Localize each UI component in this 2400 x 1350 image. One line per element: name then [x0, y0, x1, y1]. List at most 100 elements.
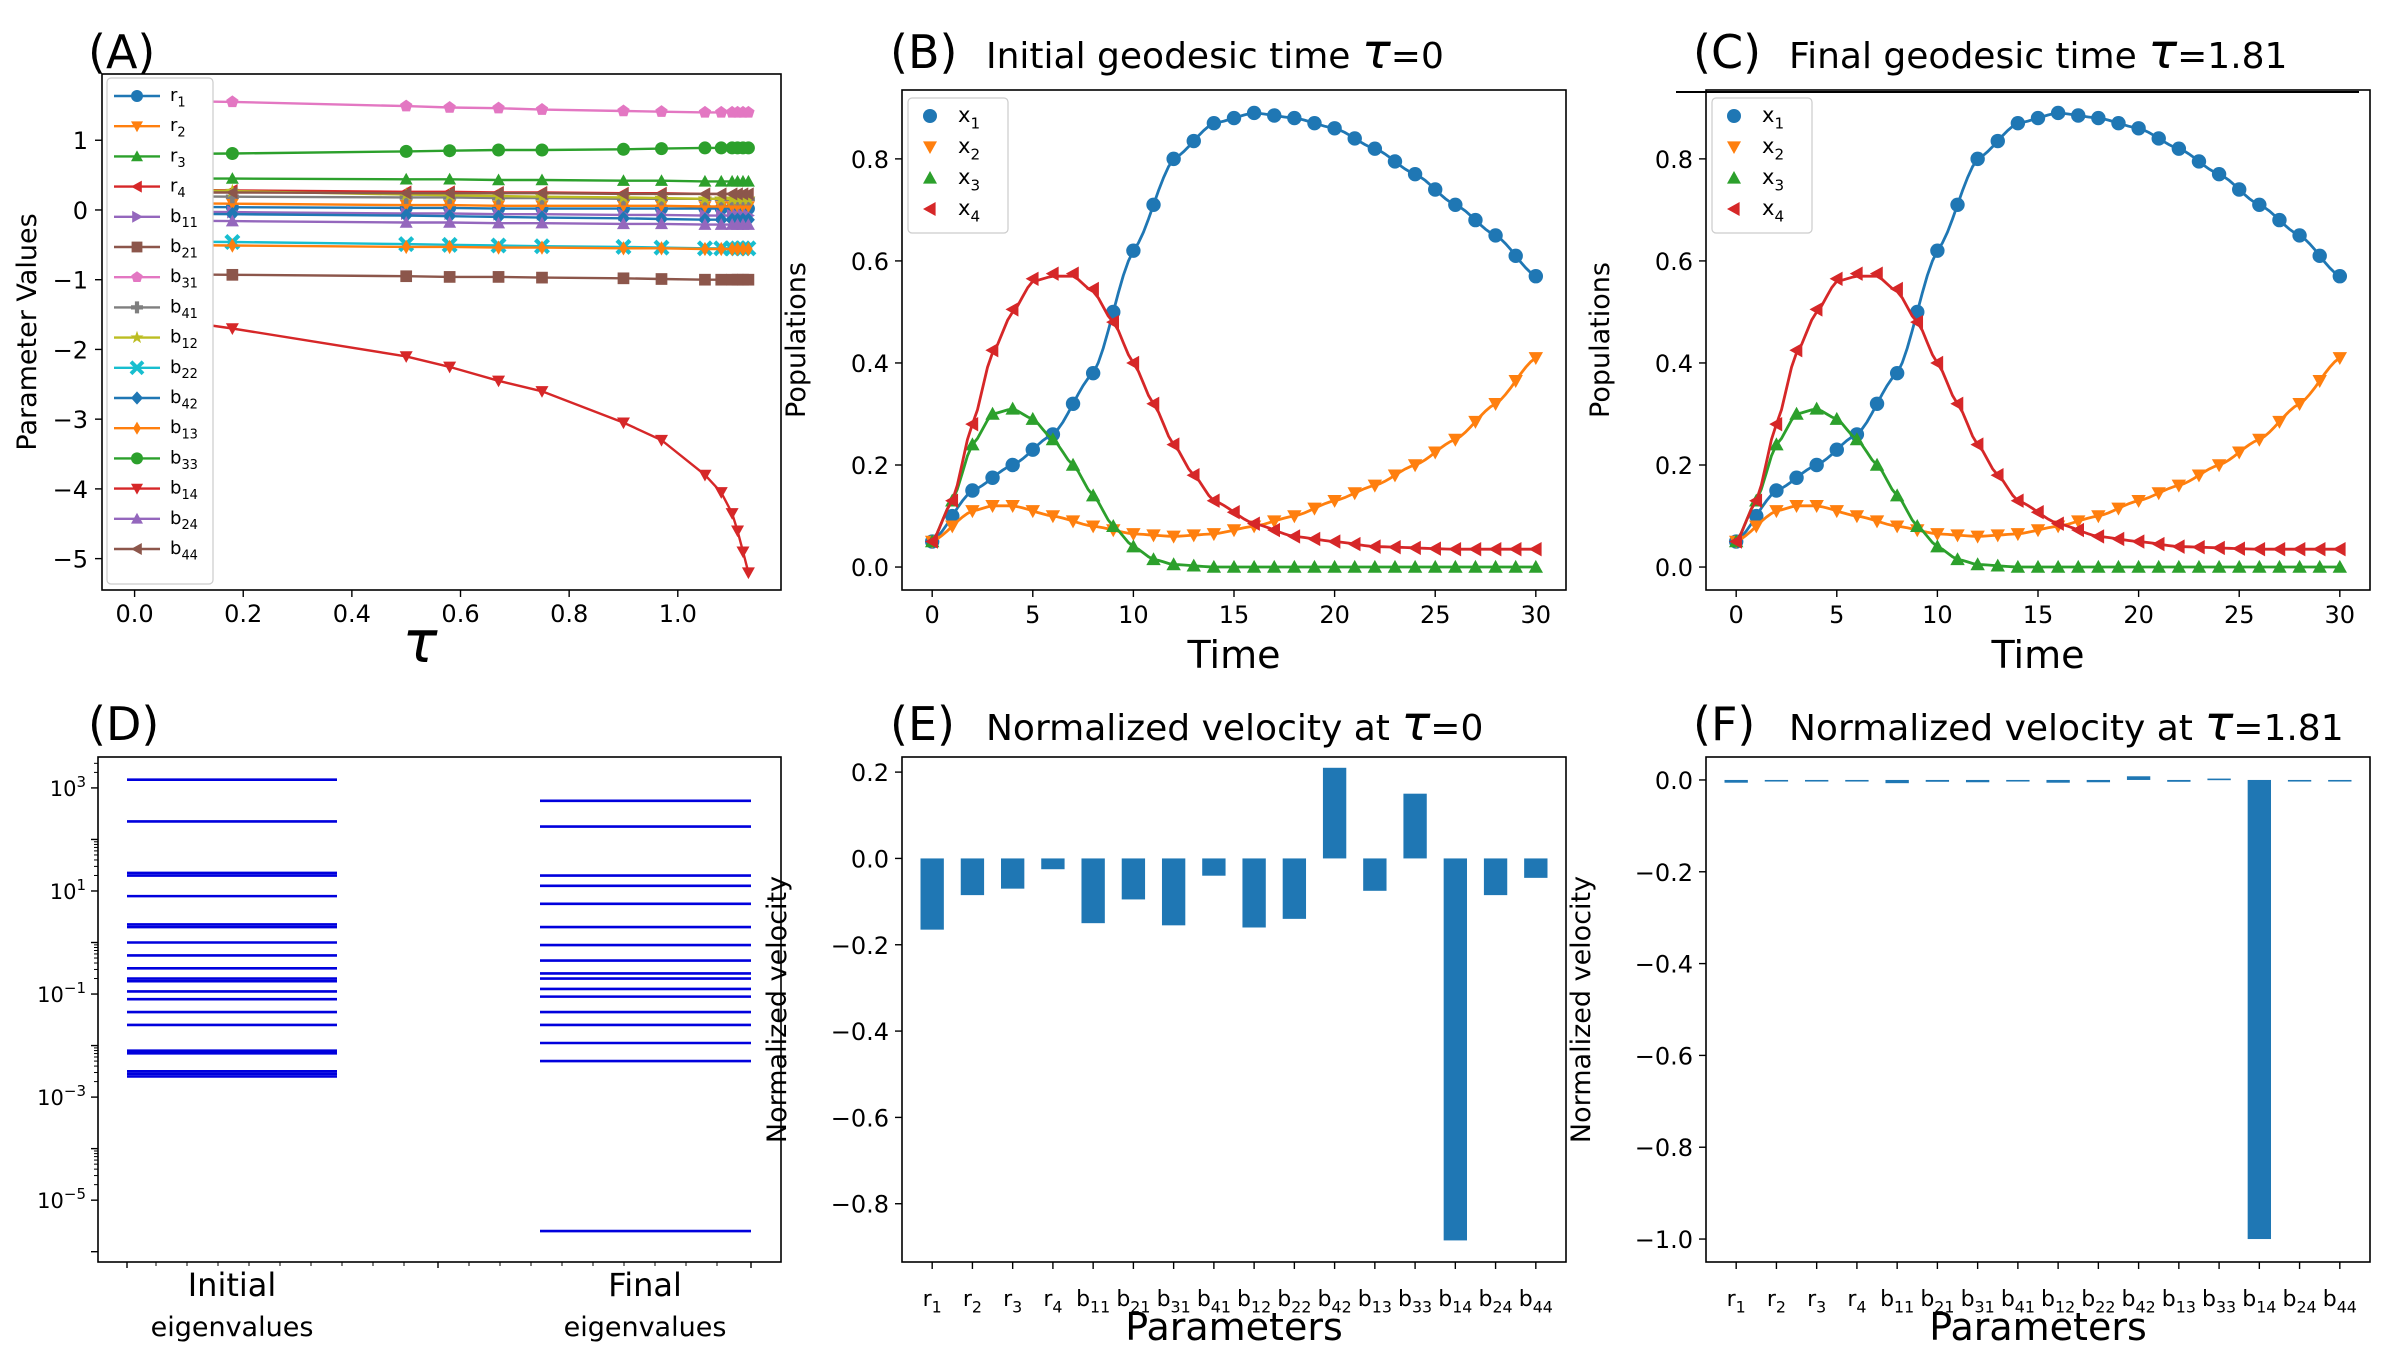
panel-c-point-x2 — [2030, 524, 2046, 538]
panel-a-legend-label-base: b — [170, 236, 181, 257]
panel-a-point-b24 — [616, 217, 630, 230]
panel-a-point-b14 — [731, 525, 745, 538]
panel-a-point-b33 — [535, 143, 549, 157]
panel-b-legend-label-sub: 1 — [970, 114, 980, 132]
panel-b: (B) Initial geodesic time τ=00 5 10 15 20 25 30… — [781, 24, 1567, 677]
panel-a-xtick-label: 0.4 — [333, 600, 371, 628]
panel-f-xtick-label: b13 — [2162, 1287, 2196, 1317]
panel-e-bar-b21 — [1121, 858, 1146, 900]
panel-b-point-x3 — [1488, 559, 1503, 573]
panel-c-ytick-label: 0.4 — [1655, 350, 1693, 378]
panel-a-legend-label-base: b — [170, 447, 181, 468]
panel-a-point-b33 — [492, 143, 506, 157]
panel-e-xtick-label-base: b — [1438, 1287, 1452, 1312]
panel-c-point-x3 — [1809, 401, 1824, 415]
panel-c-point-x2 — [1769, 505, 1784, 519]
panel-f-bar-b33 — [2207, 778, 2231, 781]
panel-e-bar-b31 — [1161, 858, 1186, 926]
panel-a-legend-label-sub: 12 — [181, 337, 197, 352]
panel-a-point-b21 — [400, 270, 413, 283]
panel-a-legend-label-sub: 42 — [181, 397, 197, 412]
panel-d-group-label: Initial — [188, 1266, 277, 1304]
panel-a-legend-label-base: b — [170, 296, 181, 317]
panel-b-point-x4 — [1428, 541, 1441, 556]
panel-b-point-x4 — [945, 493, 959, 508]
panel-c-point-x3 — [2131, 559, 2146, 573]
panel-c-point-x2 — [2272, 415, 2287, 429]
panel-c-fit-x3 — [1735, 407, 2340, 569]
panel-e-bar-b13 — [1363, 858, 1387, 891]
panel-c-point-x1 — [1869, 396, 1885, 411]
panel-b-point-x4 — [1267, 522, 1280, 538]
panel-a-point-b31 — [492, 101, 505, 114]
panel-b-point-x1 — [1307, 115, 1322, 131]
panel-a-point-b31 — [698, 105, 712, 118]
panel-d-ytick-exp: 1 — [76, 876, 86, 894]
panel-a-legend-label: b24 — [170, 508, 198, 533]
panel-a-point-r3 — [225, 172, 239, 184]
panel-c-xtick-label: 0 — [1729, 601, 1744, 629]
panel-b-point-x4 — [1065, 266, 1079, 281]
panel-a-point-b31 — [617, 104, 630, 117]
panel-b-point-x4 — [924, 534, 938, 549]
panel-c-point-x1 — [1829, 442, 1844, 457]
panel-a-legend-label: b33 — [170, 447, 198, 472]
panel-c-point-x3 — [1829, 411, 1844, 425]
panel-e-xtick-label-base: b — [1318, 1287, 1332, 1312]
panel-e-xtick-label: b33 — [1398, 1287, 1432, 1317]
panel-e-ytick-label: −0.8 — [831, 1191, 889, 1219]
panel-e-bar-b12 — [1242, 858, 1266, 928]
panel-a-point-b14 — [535, 386, 549, 398]
panel-b-point-x2 — [1428, 446, 1443, 460]
panel-a-point-b12 — [714, 191, 729, 205]
panel-c-point-x2 — [2312, 375, 2327, 389]
panel-b-point-x3 — [1065, 457, 1081, 471]
panel-a-point-b44 — [714, 187, 727, 201]
panel-b-point-x1 — [1206, 115, 1222, 131]
panel-b-legend-label-sub: 4 — [970, 207, 980, 225]
panel-f-xtick-label: b41 — [2001, 1287, 2035, 1317]
panel-e-xtick-label-sub: 33 — [1412, 1298, 1432, 1317]
panel-a-legend-label-base: b — [170, 387, 181, 408]
panel-f-xtick-label: b42 — [2122, 1287, 2156, 1317]
panel-c-legend-marker — [1727, 171, 1741, 184]
panel-f-xtick-label: b22 — [2081, 1287, 2115, 1317]
panel-b-point-x3 — [1085, 488, 1101, 502]
panel-d-ytick-base: 10 — [37, 1189, 64, 1213]
panel-a-point-b44 — [698, 187, 711, 201]
panel-a-legend-label-sub: 3 — [177, 156, 185, 171]
panel-c-point-x2 — [2091, 510, 2106, 524]
panel-e-ylabel: Normalized velocity — [762, 876, 793, 1143]
panel-c-point-x1 — [1749, 508, 1764, 524]
panel-a-point-b21 — [742, 273, 755, 286]
panel-c-point-x3 — [1849, 432, 1865, 446]
panel-a-point-b33 — [698, 141, 712, 155]
panel-c-point-x3 — [2151, 559, 2166, 573]
panel-c-title-tau: τ — [2148, 24, 2178, 80]
panel-b-point-x4 — [1307, 531, 1321, 547]
panel-a-point-b31 — [742, 105, 755, 118]
panel-e-xtick-label: b22 — [1277, 1287, 1311, 1317]
panel-b-xtick-label: 15 — [1219, 601, 1250, 629]
panel-a-point-b31 — [400, 99, 413, 112]
panel-b-point-x4 — [1246, 516, 1260, 531]
panel-a-point-b14 — [741, 567, 755, 580]
panel-b-point-x2 — [1186, 529, 1201, 543]
panel-c-point-x3 — [2030, 559, 2046, 573]
panel-f-xtick-label-base: b — [1880, 1287, 1894, 1312]
panel-f-xtick-label: b31 — [1961, 1287, 1995, 1317]
panel-e-xtick-label: r1 — [923, 1287, 942, 1317]
panel-c-point-x3 — [2211, 559, 2227, 573]
panel-b-point-x2 — [1166, 530, 1181, 544]
panel-c-point-x2 — [1869, 515, 1885, 529]
panel-a-legend-marker — [131, 543, 142, 555]
panel-a-ylabel: Parameter Values — [12, 213, 43, 450]
panel-e-xtick-label-sub: 4 — [1052, 1298, 1062, 1317]
panel-c-point-x4 — [2050, 516, 2064, 531]
panel-b-point-x1 — [1246, 105, 1262, 121]
panel-f-xtick-label-sub: 31 — [1975, 1298, 1995, 1317]
panel-a-legend-marker — [131, 121, 143, 133]
panel-c-legend-label-sub: 3 — [1774, 176, 1784, 194]
panel-e-ytick-label: −0.4 — [831, 1018, 889, 1046]
panel-a-point-b33 — [399, 144, 413, 158]
